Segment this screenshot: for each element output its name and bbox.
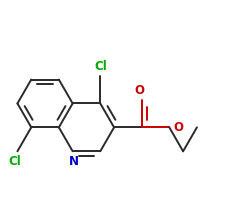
Text: O: O [135,84,145,97]
Text: N: N [69,155,79,168]
Text: Cl: Cl [8,155,21,168]
Text: Cl: Cl [94,60,107,73]
Text: O: O [173,121,183,134]
